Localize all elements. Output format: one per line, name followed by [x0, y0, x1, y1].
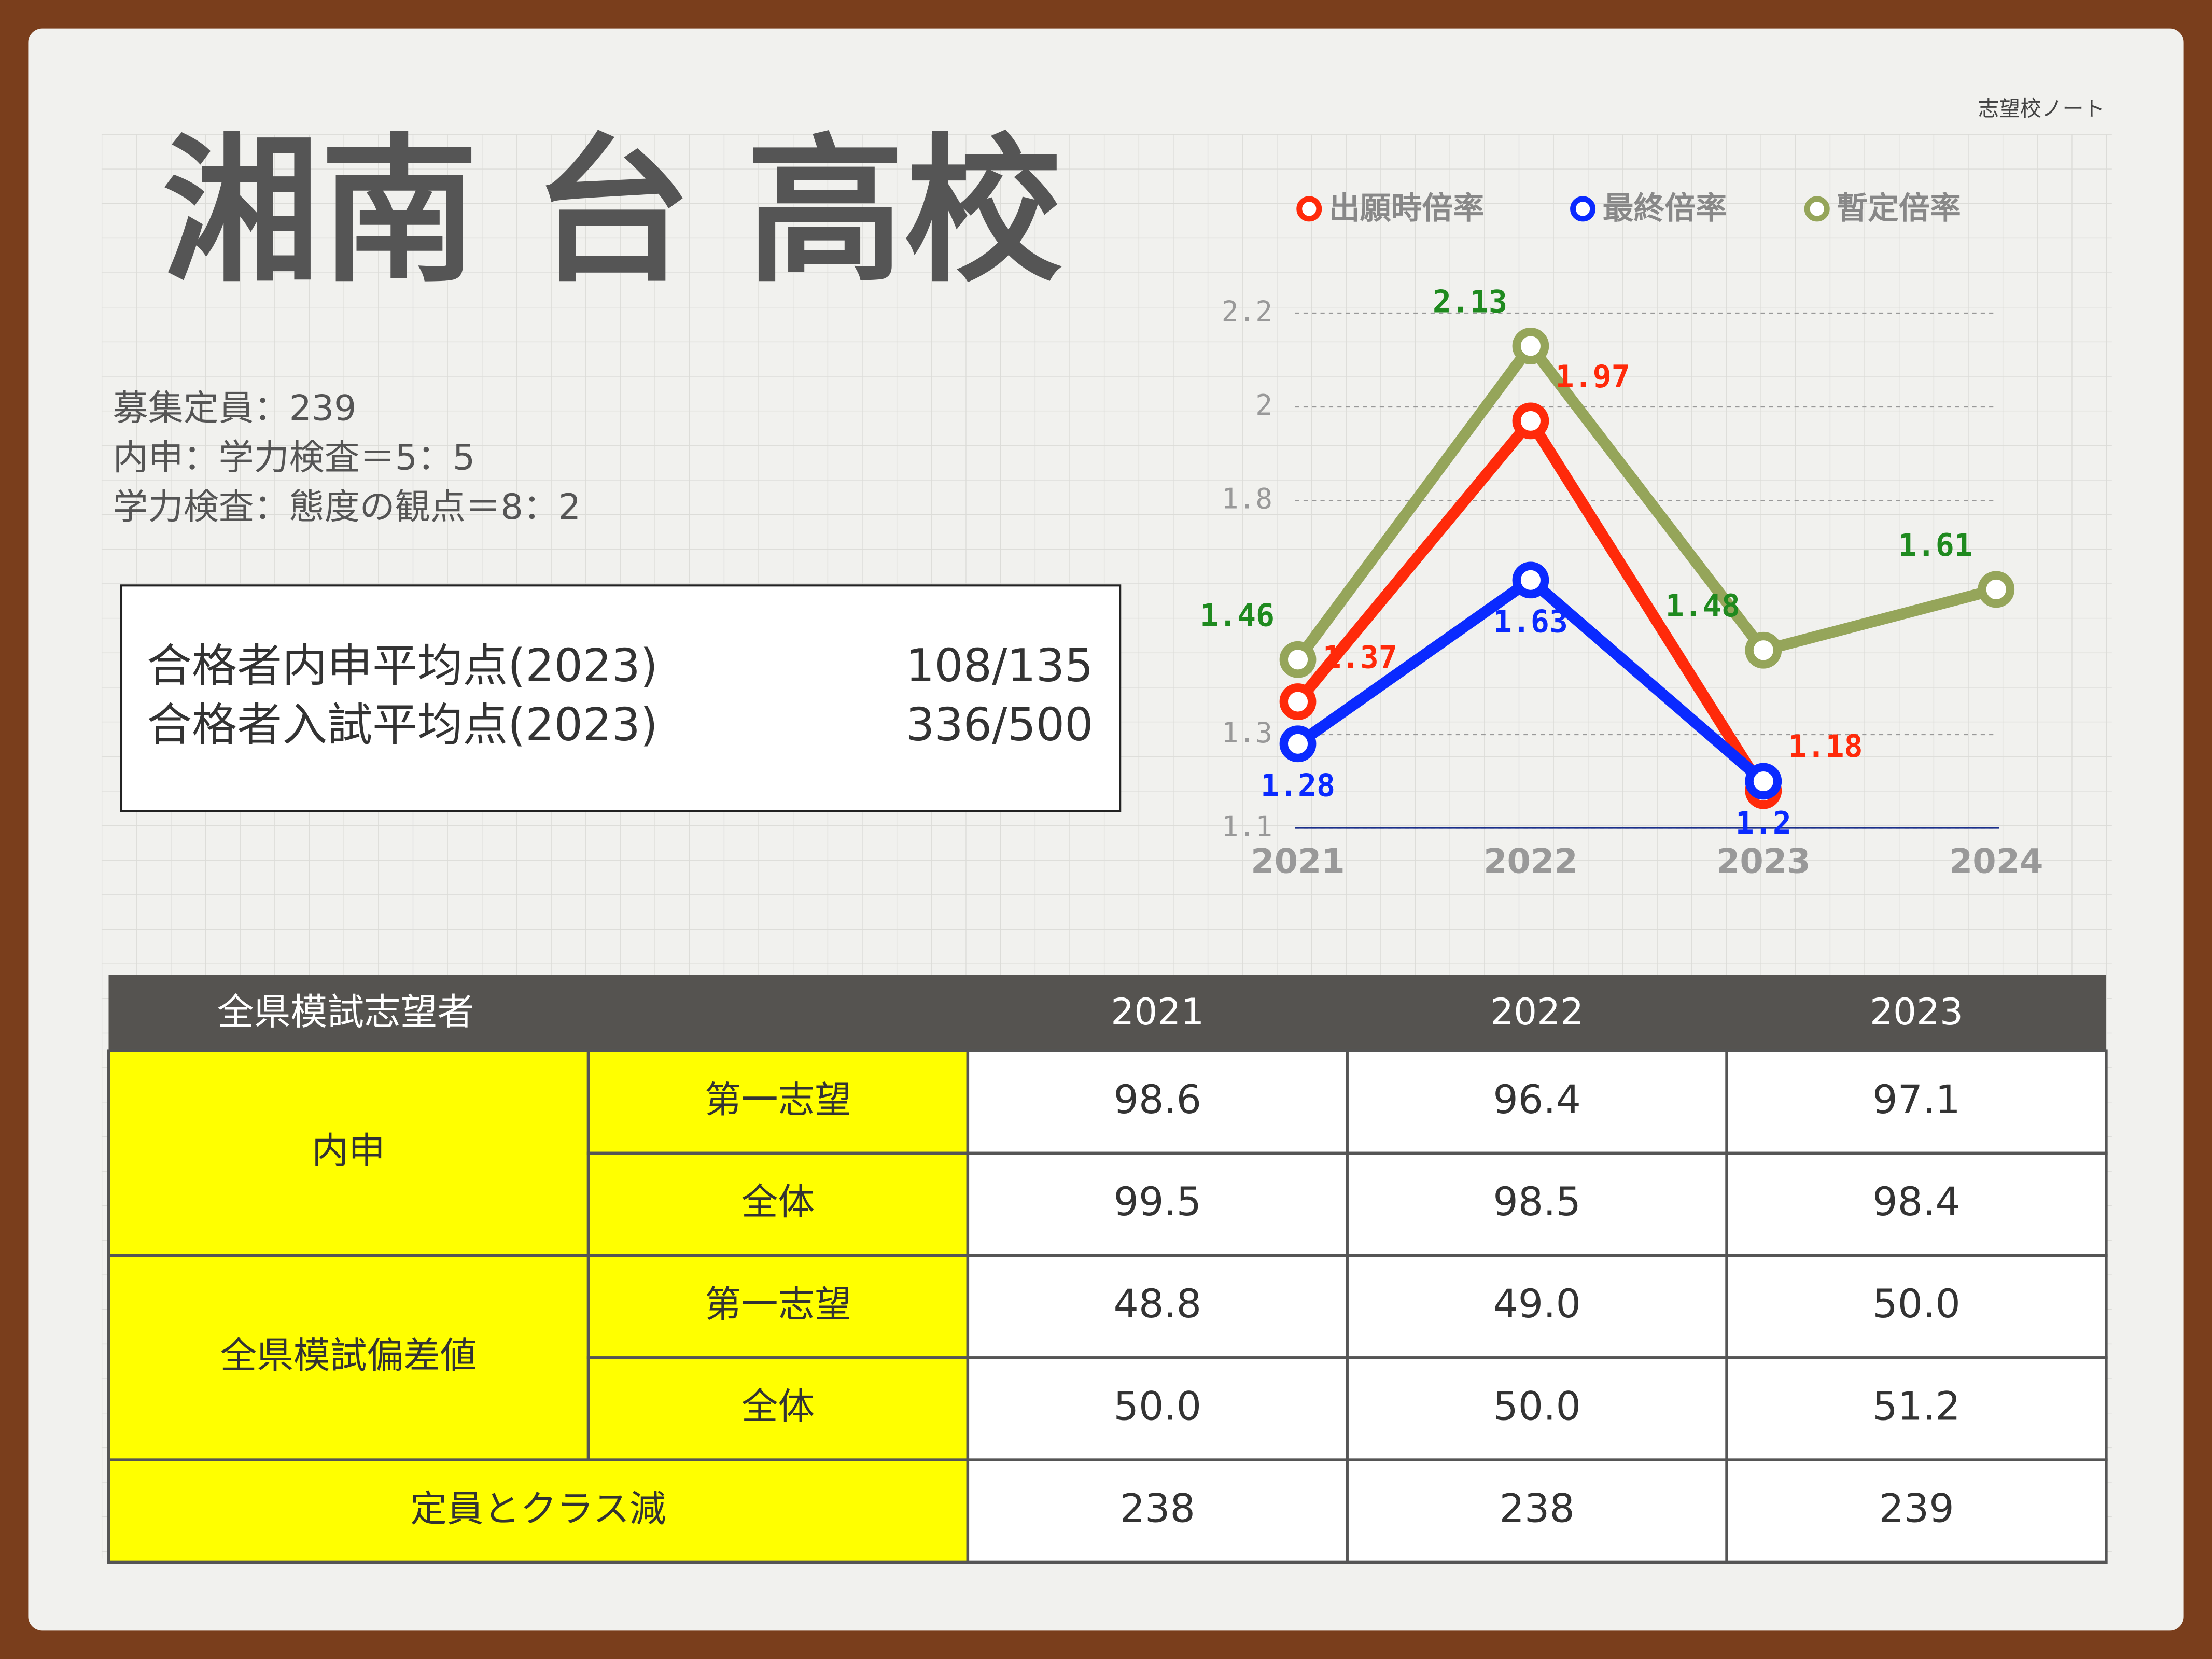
info-line: 学力検査：態度の観点＝8：2	[113, 487, 581, 528]
row-label: 全体	[741, 1385, 815, 1428]
table-value: 239	[1879, 1485, 1954, 1531]
info-line: 募集定員：239	[113, 388, 357, 429]
legend-marker	[1296, 196, 1322, 222]
table-header: 2023	[1870, 990, 1963, 1033]
x-tick-label: 2021	[1251, 841, 1345, 881]
point	[1512, 328, 1549, 364]
table-value: 97.1	[1872, 1076, 1961, 1122]
value-label: 1.97	[1556, 359, 1630, 395]
legend-label: 最終倍率	[1603, 190, 1727, 227]
table-value: 238	[1120, 1485, 1195, 1531]
point	[1279, 683, 1317, 720]
table-value: 96.4	[1493, 1076, 1581, 1122]
table-cell	[1346, 1049, 1728, 1155]
point	[1279, 725, 1317, 763]
table-header: 全県模試志望者	[217, 990, 474, 1033]
table-cell	[1725, 1458, 2108, 1564]
row-label: 第一志望	[705, 1078, 851, 1121]
value-label: 1.46	[1200, 597, 1275, 634]
score-label: 合格者内申平均点(2023)	[147, 639, 658, 692]
table-value: 98.5	[1493, 1178, 1581, 1225]
table-value: 49.0	[1493, 1281, 1581, 1327]
y-tick-label: 2.2	[1222, 294, 1272, 328]
table-cell	[586, 1049, 970, 1155]
value-label: 1.37	[1323, 640, 1397, 676]
table-cell	[107, 1254, 590, 1461]
y-tick-label: 1.1	[1222, 809, 1272, 842]
group-label: 全県模試偏差値	[220, 1333, 477, 1376]
value-label: 1.63	[1493, 604, 1568, 640]
series-line	[1292, 340, 2002, 666]
x-tick-label: 2023	[1716, 841, 1811, 881]
table-header: 2022	[1490, 990, 1584, 1033]
value-label: 1.48	[1665, 588, 1740, 624]
x-tick-label: 2022	[1483, 841, 1578, 881]
point	[1279, 641, 1317, 678]
table-cell	[1346, 1458, 1728, 1564]
scores: 合格者内申平均点(2023) 108/135 合格者入試平均点(2023) 336/5…	[147, 639, 1094, 751]
table-value: 48.8	[1114, 1281, 1202, 1327]
row-label: 全体	[741, 1180, 815, 1224]
table-cell	[107, 1049, 590, 1257]
score-label: 合格者入試平均点(2023)	[147, 698, 658, 751]
y-tick-label: 1.8	[1222, 482, 1272, 515]
legend-label: 暫定倍率	[1837, 190, 1961, 227]
legend-marker	[1570, 196, 1596, 222]
chart: 1.1 1.3 1.8 2 2.2 2021 2022 2023 2024 出願時倍率 最終倍率 暫定…	[1200, 190, 2043, 881]
score-value: 336/500	[906, 698, 1094, 751]
legend-label: 出願時倍率	[1329, 190, 1484, 227]
x-tick-label: 2024	[1949, 841, 2043, 881]
y-tick-label: 2	[1255, 388, 1272, 421]
score-value: 108/135	[906, 639, 1094, 692]
table-cell	[1725, 1356, 2108, 1461]
point	[1745, 631, 1782, 669]
point	[1512, 402, 1549, 440]
point	[1978, 571, 2015, 608]
value-label: 1.2	[1735, 805, 1791, 841]
table-header: 2021	[1111, 990, 1204, 1033]
info-line: 内申：学力検査＝5：5	[113, 438, 475, 479]
score-box	[120, 584, 1122, 812]
table-cell	[1725, 1151, 2108, 1257]
value-label: 2.13	[1433, 284, 1507, 320]
row-label: 定員とクラス減	[410, 1487, 666, 1530]
table-value: 50.0	[1493, 1383, 1581, 1429]
table-value: 98.6	[1114, 1076, 1202, 1122]
title: 湘南 台 高校	[162, 119, 1062, 303]
table-cell	[107, 1458, 970, 1564]
table-value: 98.4	[1872, 1178, 1961, 1225]
table-value: 50.0	[1114, 1383, 1202, 1429]
table-value: 99.5	[1114, 1178, 1202, 1225]
legend-marker	[1804, 196, 1830, 222]
brand: 志望校ノート	[1978, 96, 2105, 121]
row-label: 第一志望	[705, 1283, 851, 1326]
point	[1512, 561, 1549, 599]
value-label: 1.18	[1788, 728, 1863, 765]
info: 募集定員：239 内申：学力検査＝5：5 学力検査：態度の観点＝8：2	[113, 388, 581, 528]
table-cell	[1725, 1254, 2108, 1359]
table-value: 50.0	[1872, 1281, 1961, 1327]
table-cell	[966, 1049, 1349, 1155]
table-cell	[1725, 1049, 2108, 1155]
table-value: 51.2	[1872, 1383, 1961, 1429]
point	[1745, 763, 1782, 800]
value-label: 1.28	[1261, 768, 1335, 804]
y-tick-label: 1.3	[1222, 716, 1272, 749]
group-label: 内申	[312, 1129, 385, 1172]
table-value: 238	[1499, 1485, 1574, 1531]
table-cell	[1346, 1356, 1728, 1461]
table-header-bg	[108, 975, 2106, 1051]
value-label: 1.61	[1898, 527, 1973, 564]
